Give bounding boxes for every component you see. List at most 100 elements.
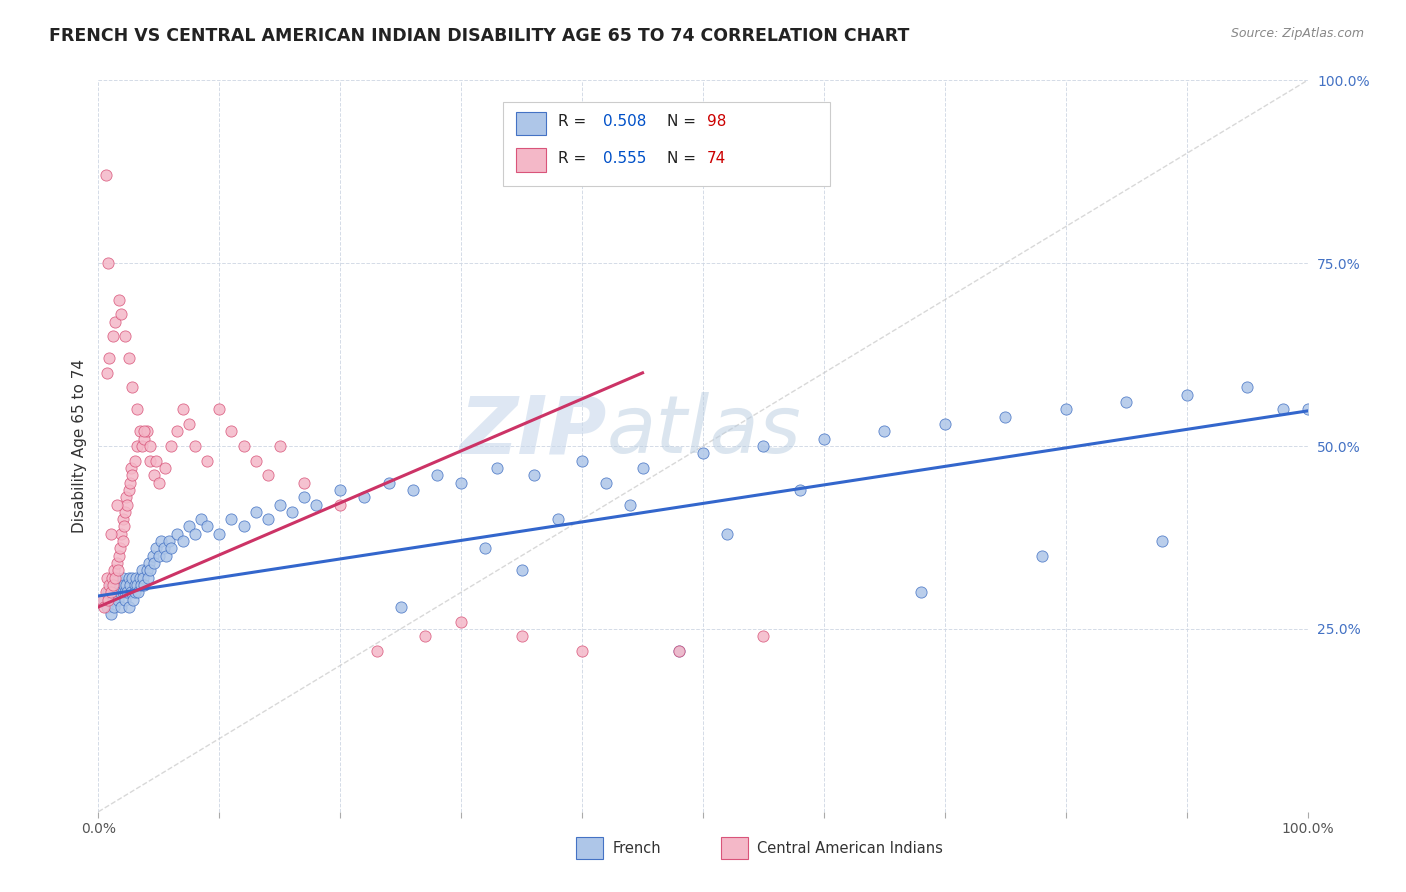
Point (111, 512, 134, 526)
Point (127, 402, 149, 417)
Point (96, 571, 118, 585)
Point (450, 615, 472, 629)
Point (145, 541, 167, 556)
Point (117, 585, 139, 599)
Point (131, 563, 153, 577)
Point (134, 432, 156, 446)
Point (108, 585, 131, 599)
Point (94, 585, 117, 599)
Text: atlas: atlas (606, 392, 801, 470)
Point (166, 425, 188, 439)
Point (118, 599, 141, 614)
Point (232, 519, 254, 533)
Point (120, 461, 142, 475)
Point (118, 483, 141, 497)
Point (510, 563, 533, 577)
FancyBboxPatch shape (516, 148, 546, 171)
Point (402, 483, 425, 497)
Point (142, 549, 165, 563)
Point (329, 483, 352, 497)
Point (124, 578, 146, 592)
Point (97, 592, 120, 607)
Point (389, 599, 412, 614)
Point (160, 541, 183, 556)
Point (571, 644, 593, 658)
Point (124, 453, 146, 467)
Point (292, 475, 315, 490)
Point (269, 439, 291, 453)
Text: ZIP: ZIP (458, 392, 606, 470)
Point (108, 293, 131, 307)
Point (692, 446, 714, 460)
Point (160, 439, 183, 453)
Point (873, 425, 896, 439)
Point (107, 592, 129, 607)
Point (150, 534, 173, 549)
Point (93, 599, 115, 614)
Text: Central American Indians: Central American Indians (758, 841, 943, 855)
Point (195, 519, 218, 533)
Point (101, 329, 124, 343)
Point (110, 307, 132, 321)
FancyBboxPatch shape (721, 838, 748, 859)
Point (245, 505, 267, 519)
Point (152, 541, 174, 556)
Point (135, 563, 157, 577)
Text: 0.508: 0.508 (603, 114, 645, 129)
Point (523, 468, 546, 483)
Point (128, 571, 150, 585)
Point (96, 599, 118, 614)
Point (413, 629, 436, 643)
Point (111, 534, 134, 549)
Point (101, 592, 124, 607)
Y-axis label: Disability Age 65 to 74: Disability Age 65 to 74 (72, 359, 87, 533)
Point (105, 585, 128, 599)
Point (100, 526, 122, 541)
Point (1236, 380, 1258, 394)
Point (118, 351, 141, 366)
Point (155, 549, 177, 563)
Point (96, 366, 118, 380)
Point (135, 425, 157, 439)
Point (450, 475, 472, 490)
Point (101, 578, 124, 592)
FancyBboxPatch shape (503, 103, 830, 186)
Point (128, 425, 150, 439)
Point (179, 417, 201, 431)
Point (305, 498, 328, 512)
Point (108, 541, 131, 556)
Point (145, 453, 167, 467)
Point (117, 498, 139, 512)
Text: 74: 74 (707, 151, 725, 166)
Point (510, 629, 533, 643)
Point (377, 475, 399, 490)
Point (1272, 402, 1295, 417)
Point (134, 425, 156, 439)
Point (571, 453, 593, 467)
Point (121, 571, 143, 585)
Point (107, 563, 129, 577)
Point (547, 512, 569, 526)
Point (474, 541, 496, 556)
Point (114, 592, 136, 607)
Text: Source: ZipAtlas.com: Source: ZipAtlas.com (1230, 27, 1364, 40)
Point (104, 571, 127, 585)
Point (125, 571, 148, 585)
Point (245, 453, 267, 467)
Point (120, 585, 142, 599)
Point (118, 578, 141, 592)
Point (118, 475, 141, 490)
Point (129, 578, 152, 592)
Point (166, 526, 188, 541)
Point (595, 475, 617, 490)
Point (114, 329, 136, 343)
Point (486, 461, 509, 475)
FancyBboxPatch shape (576, 838, 603, 859)
Point (100, 578, 122, 592)
Point (195, 453, 218, 467)
Point (127, 439, 149, 453)
Point (121, 468, 143, 483)
Point (105, 498, 128, 512)
Point (1296, 402, 1319, 417)
FancyBboxPatch shape (516, 112, 546, 136)
